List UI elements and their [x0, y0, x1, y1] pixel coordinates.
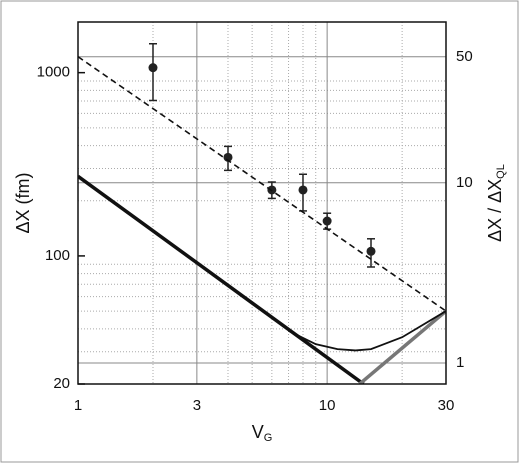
- y2-tick-label: 1: [456, 354, 464, 371]
- x-tick-label: 3: [193, 397, 201, 414]
- x-tick-label: 10: [319, 397, 336, 414]
- data-point: [148, 63, 158, 73]
- y2-axis-label: ΔX / ΔXQL: [485, 164, 507, 242]
- series-line: [288, 310, 446, 352]
- data-point: [298, 185, 308, 195]
- series-line: [358, 309, 446, 384]
- y-axis-label: ΔX (fm): [13, 172, 33, 233]
- x-label-sub: G: [264, 432, 273, 444]
- y2-tick-label: 10: [456, 174, 473, 191]
- y-tick-label: 20: [53, 375, 70, 392]
- x-label-main: V: [252, 422, 264, 442]
- y2-label-sub: QL: [495, 164, 507, 179]
- x-axis-label: VG: [252, 422, 273, 444]
- plot-frame: [77, 21, 447, 385]
- series-line: [78, 56, 446, 312]
- x-tick-label: 30: [438, 397, 455, 414]
- y-tick-label: 1000: [37, 64, 70, 81]
- data-point: [366, 246, 376, 256]
- data-point: [322, 216, 332, 226]
- y-tick-label: 100: [45, 247, 70, 264]
- y2-label-main: ΔX / ΔX: [485, 179, 505, 242]
- series-line: [78, 174, 365, 384]
- x-tick-label: 1: [74, 397, 82, 414]
- y2-tick-label: 50: [456, 48, 473, 65]
